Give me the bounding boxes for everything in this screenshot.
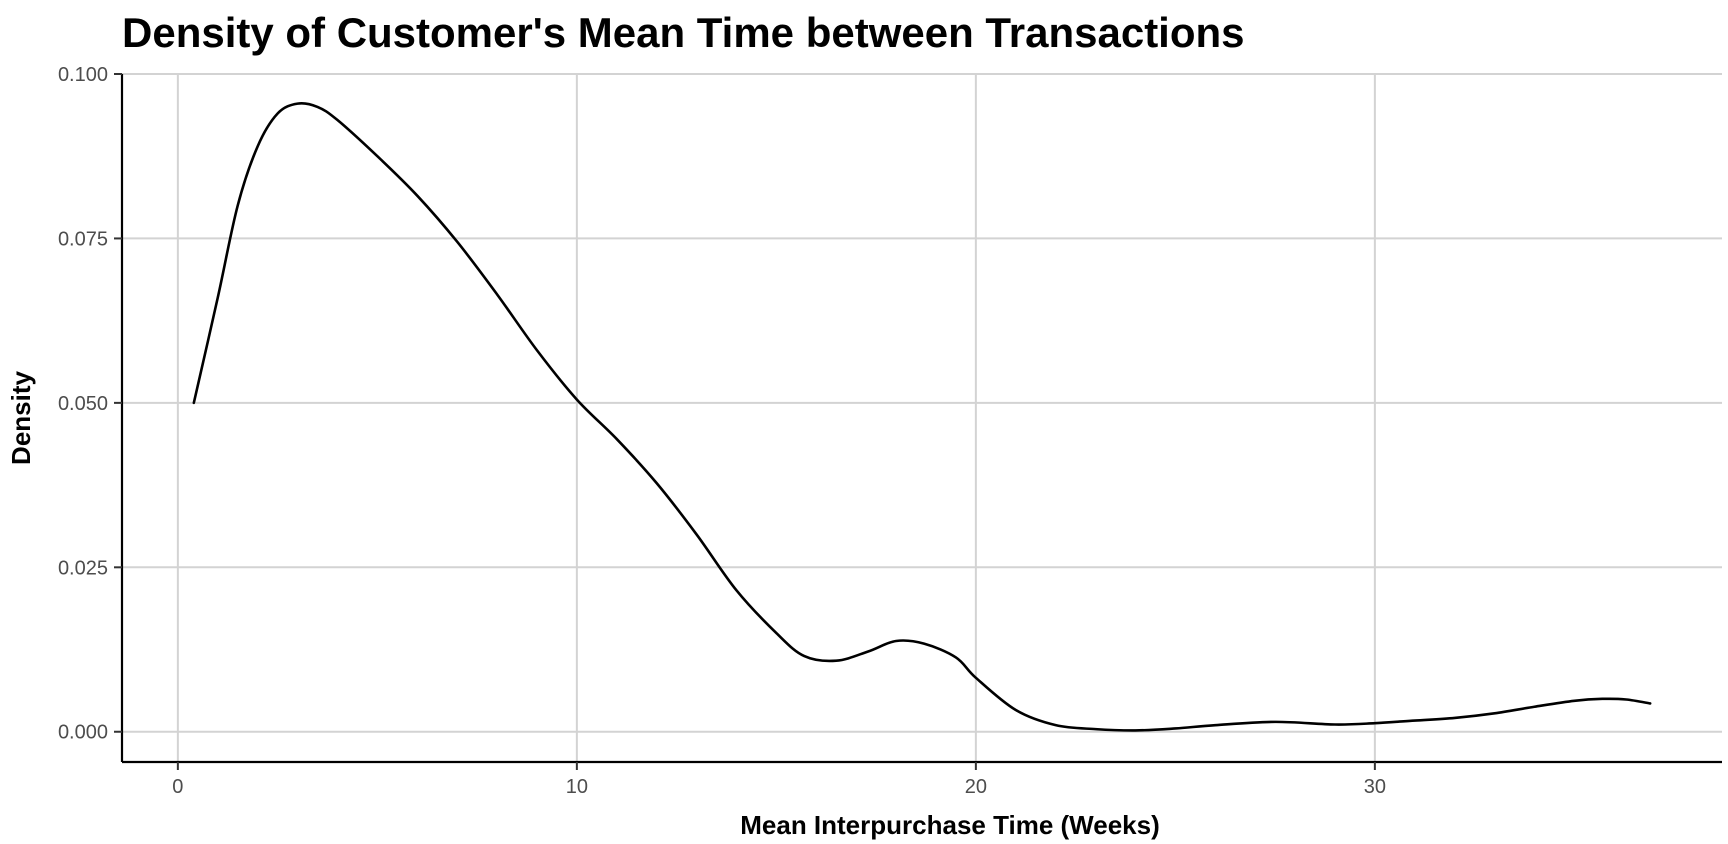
x-tick-label-0: 0 [172,776,183,798]
y-tick-label-3: 0.075 [58,228,108,250]
grid [122,73,1722,762]
tick-labels: 0 10 20 30 0.000 0.025 0.050 0.075 0.100 [58,64,1386,798]
x-axis-label: Mean Interpurchase Time (Weeks) [740,810,1160,840]
density-curve-0 [192,101,1652,732]
chart-title: Density of Customer's Mean Time between … [122,9,1245,56]
y-tick-label-2: 0.050 [58,393,108,415]
x-tick-label-2: 20 [965,776,987,798]
y-tick-label-0: 0.000 [58,722,108,744]
y-tick-label-4: 0.100 [58,64,108,86]
y-axis-label: Density [6,371,36,465]
x-tick-label-3: 30 [1364,776,1386,798]
y-tick-label-1: 0.025 [58,557,108,579]
series-layer [192,101,1652,732]
axes [114,73,1722,770]
x-tick-label-1: 10 [566,776,588,798]
